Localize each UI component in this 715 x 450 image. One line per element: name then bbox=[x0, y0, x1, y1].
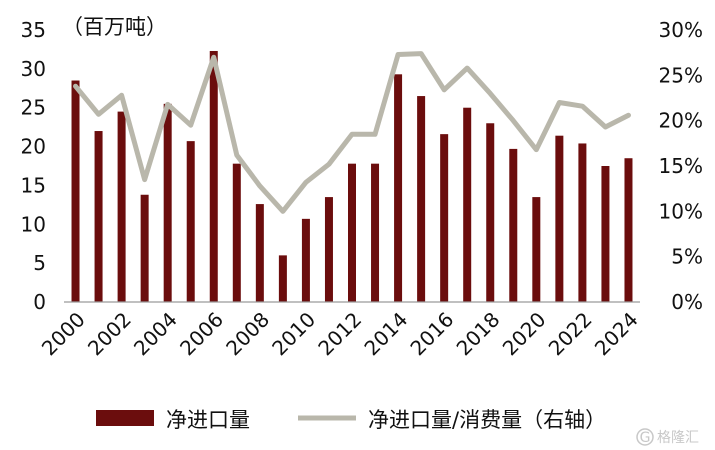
bar-2010 bbox=[301, 218, 310, 302]
watermark-text: 格隆汇 bbox=[657, 430, 699, 446]
bar-2001 bbox=[94, 131, 103, 302]
x-axis-tick-label: 2002 bbox=[83, 307, 136, 360]
bar-2015 bbox=[417, 96, 426, 302]
legend: 净进口量 净进口量/消费量（右轴） bbox=[96, 408, 606, 432]
bar-2006 bbox=[209, 50, 218, 303]
watermark-logo-icon bbox=[636, 428, 654, 446]
bar-2004 bbox=[163, 103, 172, 302]
bar-2019 bbox=[509, 148, 518, 302]
x-axis-tick-label: 2014 bbox=[359, 307, 412, 360]
x-axis-tick-label: 2008 bbox=[221, 307, 274, 360]
x-axis-tick-label: 2000 bbox=[37, 307, 90, 360]
right-axis-tick-label: 25% bbox=[659, 63, 703, 87]
bar-2022 bbox=[578, 143, 587, 302]
x-axis-tick-label: 2016 bbox=[405, 307, 458, 360]
x-axis-tick-label: 2024 bbox=[590, 307, 643, 360]
bar-2000 bbox=[71, 80, 80, 302]
bar-2003 bbox=[140, 194, 149, 302]
bar-2024 bbox=[624, 158, 633, 302]
bar-2018 bbox=[486, 123, 495, 302]
bar-series-group bbox=[71, 50, 633, 303]
bar-2002 bbox=[117, 111, 126, 302]
left-axis-ticks: 0 5 10 15 20 25 30 35 bbox=[21, 18, 46, 314]
bar-2009 bbox=[278, 255, 287, 302]
left-axis-tick-label: 30 bbox=[21, 57, 46, 81]
left-axis-tick-label: 10 bbox=[21, 212, 46, 236]
right-axis-tick-label: 5% bbox=[671, 245, 703, 269]
line-series-ratio bbox=[73, 51, 631, 214]
right-axis-tick-label: 0% bbox=[671, 290, 703, 314]
bar-2017 bbox=[463, 107, 472, 303]
bar-2021 bbox=[555, 135, 564, 302]
x-axis-tick-label: 2012 bbox=[313, 307, 366, 360]
left-axis-tick-label: 25 bbox=[21, 96, 46, 120]
x-axis-tick-label: 2010 bbox=[267, 307, 320, 360]
watermark-logo-letter: G bbox=[640, 430, 651, 446]
right-axis-tick-label: 15% bbox=[659, 154, 703, 178]
left-axis-unit-label: （百万吨） bbox=[62, 15, 167, 39]
bar-2011 bbox=[324, 197, 333, 302]
x-axis-tick-label: 2018 bbox=[452, 307, 505, 360]
right-axis-tick-label: 10% bbox=[659, 199, 703, 223]
x-axis-tick-label: 2020 bbox=[498, 307, 551, 360]
right-axis-tick-label: 20% bbox=[659, 109, 703, 133]
bar-2007 bbox=[232, 163, 241, 302]
right-axis-ticks: 0% 5% 10% 15% 20% 25% 30% bbox=[659, 18, 703, 314]
x-axis-tick-label: 2022 bbox=[544, 307, 597, 360]
left-axis-tick-label: 5 bbox=[33, 251, 46, 275]
bar-2020 bbox=[532, 197, 541, 302]
x-axis-tick-label: 2006 bbox=[175, 307, 228, 360]
bar-2014 bbox=[394, 74, 403, 302]
left-axis-tick-label: 35 bbox=[21, 18, 46, 42]
left-axis-tick-label: 15 bbox=[21, 173, 46, 197]
left-axis-tick-label: 20 bbox=[21, 135, 46, 159]
bar-2023 bbox=[601, 166, 610, 302]
bar-2012 bbox=[348, 163, 356, 302]
right-axis-tick-label: 30% bbox=[659, 18, 703, 42]
x-axis-tick-label: 2004 bbox=[129, 307, 182, 360]
legend-label-line: 净进口量/消费量（右轴） bbox=[368, 408, 606, 432]
bar-2005 bbox=[186, 141, 195, 302]
bar-2008 bbox=[255, 204, 264, 302]
bar-2013 bbox=[371, 163, 380, 302]
bar-2016 bbox=[440, 134, 449, 302]
watermark: G 格隆汇 bbox=[636, 428, 699, 446]
x-axis-ticks: 2000200220042006200820102012201420162018… bbox=[37, 307, 643, 360]
left-axis-tick-label: 0 bbox=[33, 290, 46, 314]
legend-label-bar: 净进口量 bbox=[166, 408, 250, 432]
legend-swatch-bar bbox=[96, 410, 154, 426]
